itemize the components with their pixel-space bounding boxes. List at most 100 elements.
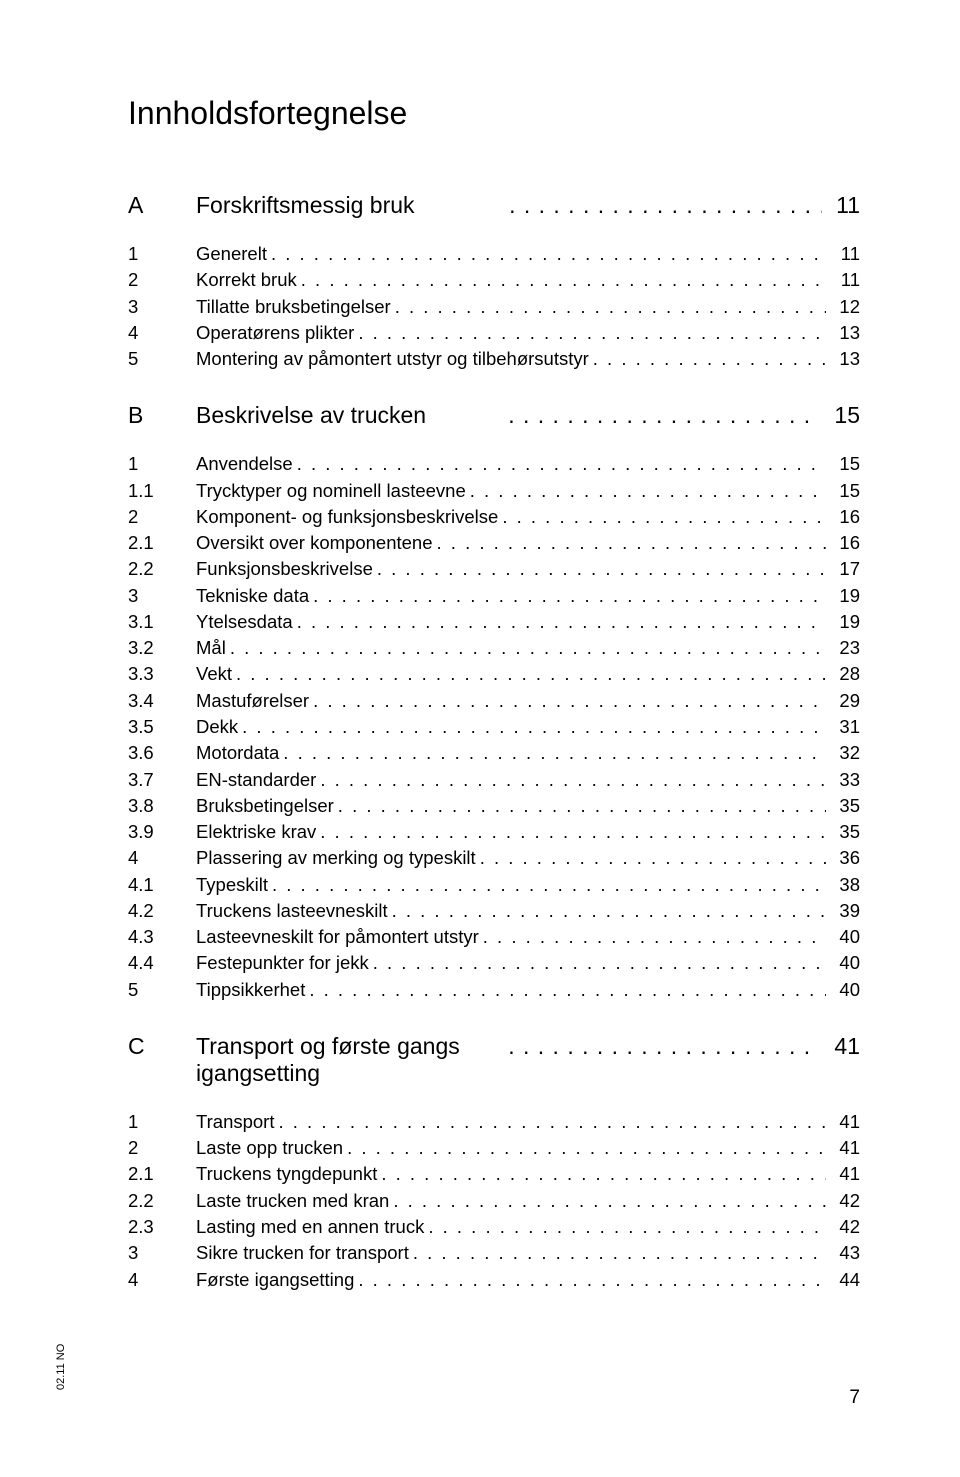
toc-entry-number: 4.1 <box>128 872 196 898</box>
toc-entry-label: Festepunkter for jekk <box>196 950 369 976</box>
toc-entry-number: 4 <box>128 320 196 346</box>
toc-entry: 1Transport. . . . . . . . . . . . . . . … <box>128 1109 860 1135</box>
toc-entry-page: 15 <box>832 451 860 477</box>
toc-entry-number: 2 <box>128 267 196 293</box>
toc-entry-label: Dekk <box>196 714 238 740</box>
toc-leader-dots: . . . . . . . . . . . . . . . . . . . . … <box>354 320 826 346</box>
toc-entry-number: 3 <box>128 583 196 609</box>
toc-leader-dots: . . . . . . . . . . . . . . . . . . . . … <box>343 1135 826 1161</box>
toc-leader-dots: . . . . . . . . . . . . . . . . . . . . … <box>373 556 826 582</box>
toc-section-letter: C <box>128 1033 196 1060</box>
toc-entry-number: 3.8 <box>128 793 196 819</box>
toc-entry-page: 41 <box>832 1109 860 1135</box>
toc-entry-page: 40 <box>832 977 860 1003</box>
toc-leader-dots: . . . . . . . . . . . . . . . . . . . . … <box>424 1214 826 1240</box>
toc-entry-page: 13 <box>832 320 860 346</box>
toc-entry-number: 4.2 <box>128 898 196 924</box>
toc-entry-page: 33 <box>832 767 860 793</box>
toc-entry-number: 3.5 <box>128 714 196 740</box>
toc-section: AForskriftsmessig bruk. . . . . . . . . … <box>128 192 860 372</box>
toc-leader-dots: . . . . . . . . . . . . . . . . . . . . … <box>433 530 826 556</box>
toc-entry-page: 19 <box>832 583 860 609</box>
toc-entry-label: Lasteevneskilt for påmontert utstyr <box>196 924 479 950</box>
toc-entry: 4.1Typeskilt. . . . . . . . . . . . . . … <box>128 872 860 898</box>
toc-entry-number: 4.4 <box>128 950 196 976</box>
toc-section-letter: A <box>128 192 196 219</box>
toc-entry-label: Ytelsesdata <box>196 609 293 635</box>
toc-entry-label: Operatørens plikter <box>196 320 354 346</box>
toc-leader-dots: . . . . . . . . . . . . . . . . . . . . … <box>388 898 826 924</box>
toc-leader-dots: . . . . . . . . . . . . . . . . . . . . … <box>316 819 826 845</box>
toc-entry-page: 41 <box>832 1135 860 1161</box>
toc-entry-page: 19 <box>832 609 860 635</box>
toc-section-letter: B <box>128 402 196 429</box>
toc-section-page: 41 <box>834 1033 860 1060</box>
toc-leader-dots: . . . . . . . . . . . . . . . . . . . . … <box>226 635 826 661</box>
toc-entry-label: Komponent- og funksjonsbeskrivelse <box>196 504 498 530</box>
toc-entry: 1.1Trycktyper og nominell lasteevne. . .… <box>128 478 860 504</box>
toc-entry-label: EN-standarder <box>196 767 316 793</box>
toc-entry-number: 1 <box>128 241 196 267</box>
toc-leader-dots: . . . . . . . . . . . . . . . . . . . . … <box>305 977 826 1003</box>
toc-leader-dots: . . . . . . . . . . . . . . . . . . . . … <box>267 241 826 267</box>
toc-entry-number: 2 <box>128 1135 196 1161</box>
toc-entry: 4Første igangsetting. . . . . . . . . . … <box>128 1267 860 1293</box>
toc-entry-number: 1 <box>128 1109 196 1135</box>
toc-entry-label: Trycktyper og nominell lasteevne <box>196 478 466 504</box>
toc-entry-label: Tillatte bruksbetingelser <box>196 294 391 320</box>
toc-entry-label: Motordata <box>196 740 279 766</box>
toc-entry-number: 3 <box>128 1240 196 1266</box>
toc-entry: 4.2Truckens lasteevneskilt. . . . . . . … <box>128 898 860 924</box>
toc-entry-page: 17 <box>832 556 860 582</box>
page-title: Innholdsfortegnelse <box>128 95 860 132</box>
toc-entry: 3.5Dekk. . . . . . . . . . . . . . . . .… <box>128 714 860 740</box>
toc-entry-label: Bruksbetingelser <box>196 793 334 819</box>
toc-leader-dots: . . . . . . . . . . . . . . . . . . . . … <box>502 402 820 429</box>
toc-entry-label: Montering av påmontert utstyr og tilbehø… <box>196 346 589 372</box>
toc-entry-label: Mastuførelser <box>196 688 309 714</box>
page-content: Innholdsfortegnelse AForskriftsmessig br… <box>0 0 960 1293</box>
toc-section-page: 15 <box>834 402 860 429</box>
toc-entry-label: Tekniske data <box>196 583 309 609</box>
footer-page-number: 7 <box>849 1387 860 1409</box>
toc-entry: 5Montering av påmontert utstyr og tilbeh… <box>128 346 860 372</box>
toc-leader-dots: . . . . . . . . . . . . . . . . . . . . … <box>589 346 826 372</box>
toc-leader-dots: . . . . . . . . . . . . . . . . . . . . … <box>334 793 826 819</box>
toc-leader-dots: . . . . . . . . . . . . . . . . . . . . … <box>503 192 822 219</box>
toc-section-header: CTransport og første gangs igangsetting.… <box>128 1033 860 1087</box>
toc-entry-page: 35 <box>832 793 860 819</box>
toc-entry-page: 40 <box>832 950 860 976</box>
toc-entry-page: 11 <box>832 267 860 293</box>
toc-entry: 3.8Bruksbetingelser. . . . . . . . . . .… <box>128 793 860 819</box>
toc-entry-label: Generelt <box>196 241 267 267</box>
toc-entry-page: 28 <box>832 661 860 687</box>
toc-entry: 3.3Vekt. . . . . . . . . . . . . . . . .… <box>128 661 860 687</box>
toc-entry-number: 4 <box>128 1267 196 1293</box>
toc-entry-page: 43 <box>832 1240 860 1266</box>
toc-entry-label: Korrekt bruk <box>196 267 297 293</box>
toc-entry-number: 2.2 <box>128 1188 196 1214</box>
toc-entry-number: 3.3 <box>128 661 196 687</box>
toc-entry-page: 29 <box>832 688 860 714</box>
toc-entry-label: Laste trucken med kran <box>196 1188 389 1214</box>
toc-leader-dots: . . . . . . . . . . . . . . . . . . . . … <box>293 451 826 477</box>
toc-entry-number: 3.4 <box>128 688 196 714</box>
toc-entry-number: 1.1 <box>128 478 196 504</box>
toc-entry: 4.4Festepunkter for jekk. . . . . . . . … <box>128 950 860 976</box>
toc-section-header: BBeskrivelse av trucken. . . . . . . . .… <box>128 402 860 429</box>
toc-entry: 3Sikre trucken for transport. . . . . . … <box>128 1240 860 1266</box>
toc-entry-page: 12 <box>832 294 860 320</box>
toc-entry-page: 40 <box>832 924 860 950</box>
toc-leader-dots: . . . . . . . . . . . . . . . . . . . . … <box>274 1109 826 1135</box>
toc-entry: 3.6Motordata. . . . . . . . . . . . . . … <box>128 740 860 766</box>
toc-entry: 3.7EN-standarder. . . . . . . . . . . . … <box>128 767 860 793</box>
toc-entry: 4Operatørens plikter. . . . . . . . . . … <box>128 320 860 346</box>
toc-entry: 1Generelt. . . . . . . . . . . . . . . .… <box>128 241 860 267</box>
toc-entry-number: 4.3 <box>128 924 196 950</box>
toc-entry-page: 38 <box>832 872 860 898</box>
toc-entry-label: Tippsikkerhet <box>196 977 305 1003</box>
toc-entry-number: 4 <box>128 845 196 871</box>
toc-leader-dots: . . . . . . . . . . . . . . . . . . . . … <box>309 688 826 714</box>
toc-entry-page: 31 <box>832 714 860 740</box>
toc-leader-dots: . . . . . . . . . . . . . . . . . . . . … <box>369 950 826 976</box>
